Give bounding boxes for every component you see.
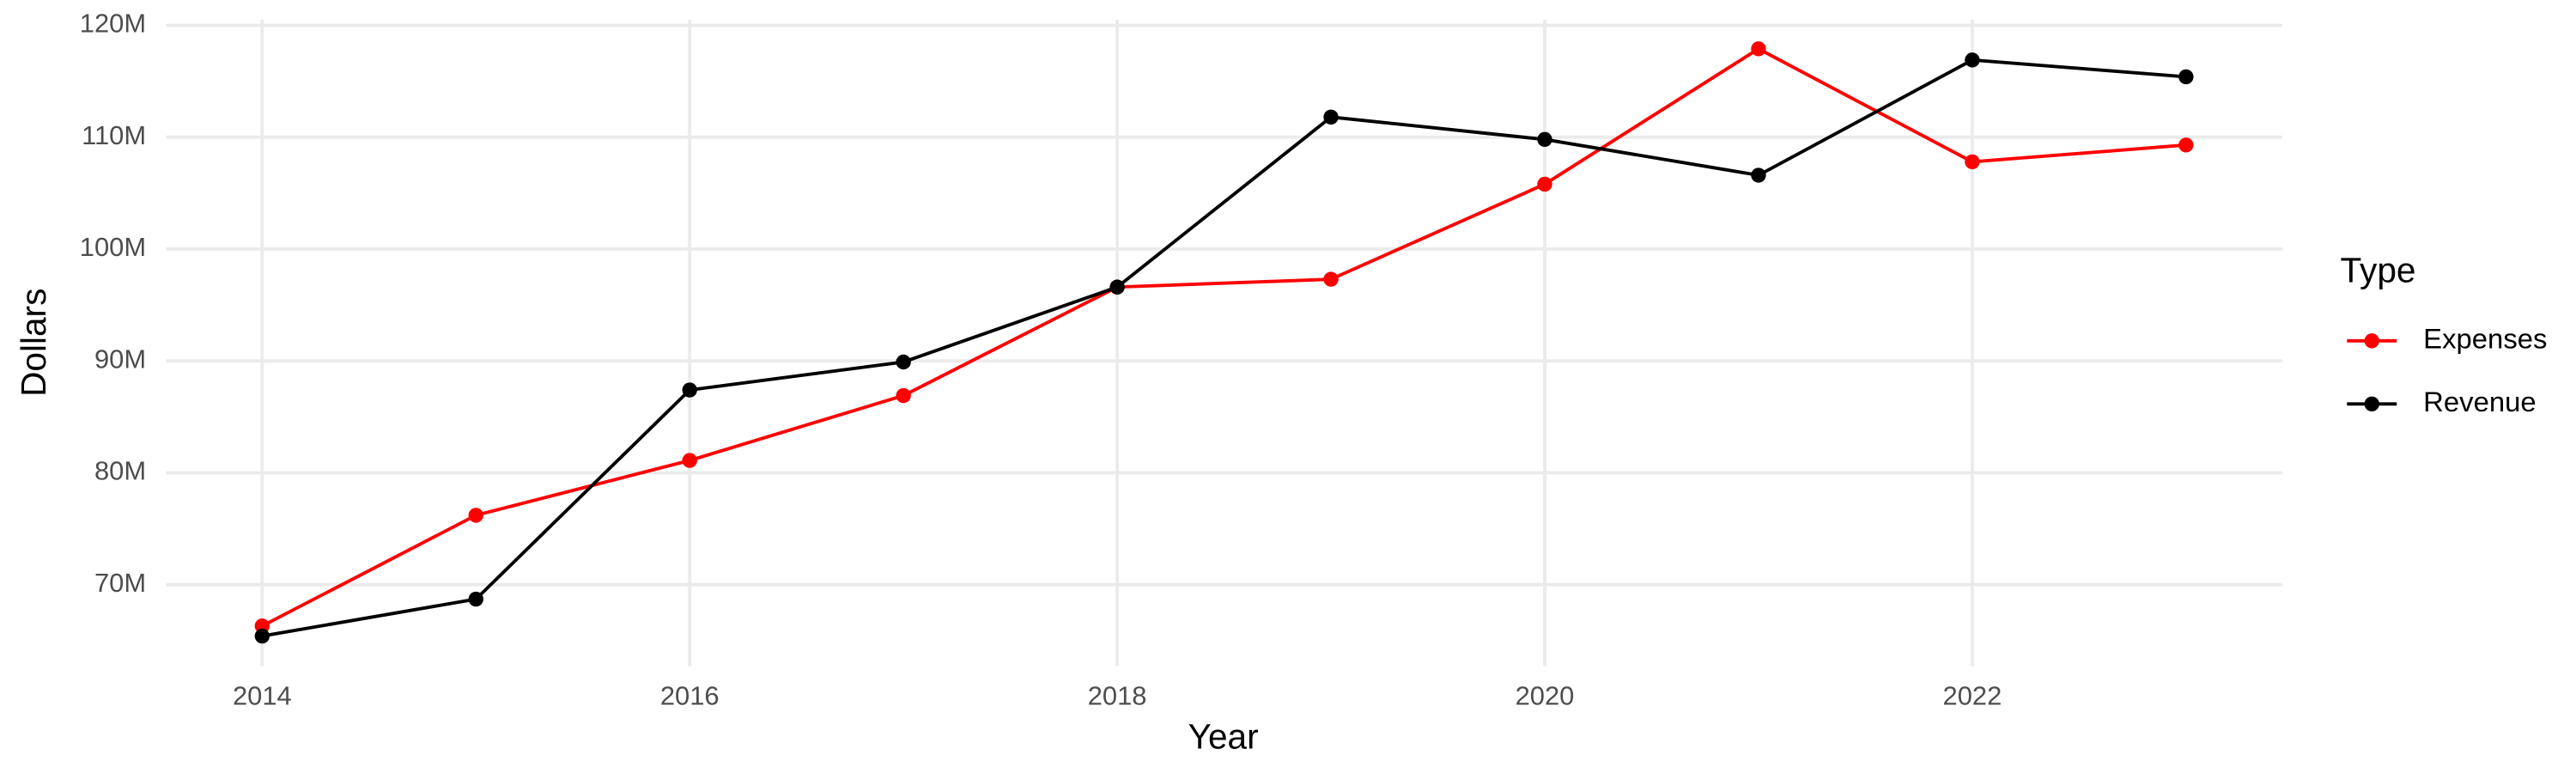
data-point [1965,52,1980,68]
y-tick-label: 80M [94,456,146,486]
data-point [1537,176,1552,192]
data-point [1537,131,1552,148]
x-tick-label: 2018 [1088,681,1147,711]
data-point [682,382,697,398]
x-tick-label: 2020 [1516,681,1575,711]
series-line [261,58,2186,638]
data-point [896,354,911,370]
y-tick-label: 100M [80,232,146,262]
legend-key [2364,396,2379,411]
data-point [254,628,270,644]
data-point [468,591,483,607]
data-point [2178,69,2194,85]
x-tick-label: 2016 [660,681,720,711]
legend-label: Expenses [2423,323,2547,355]
legend-label: Revenue [2423,386,2537,417]
data-point [682,453,697,468]
x-tick-label: 2014 [233,681,292,711]
data-point [1323,109,1339,125]
data-point [2178,137,2194,153]
y-tick-label: 120M [80,9,146,39]
x-tick-label: 2022 [1943,681,2002,711]
y-axis-title: Dollars [14,289,53,397]
data-point [1751,41,1766,57]
data-point [1323,271,1339,287]
y-tick-label: 70M [94,568,146,598]
series-line [261,46,2186,628]
data-point [468,508,483,523]
x-axis-title: Year [1188,716,1259,756]
y-tick-label: 90M [94,344,146,374]
legend-key [2364,333,2379,349]
y-tick-label: 110M [82,120,146,150]
data-point [1965,154,1980,170]
legend-title: Type [2341,250,2416,289]
data-point [1751,167,1766,183]
data-point [1109,279,1125,295]
data-point [896,387,911,404]
